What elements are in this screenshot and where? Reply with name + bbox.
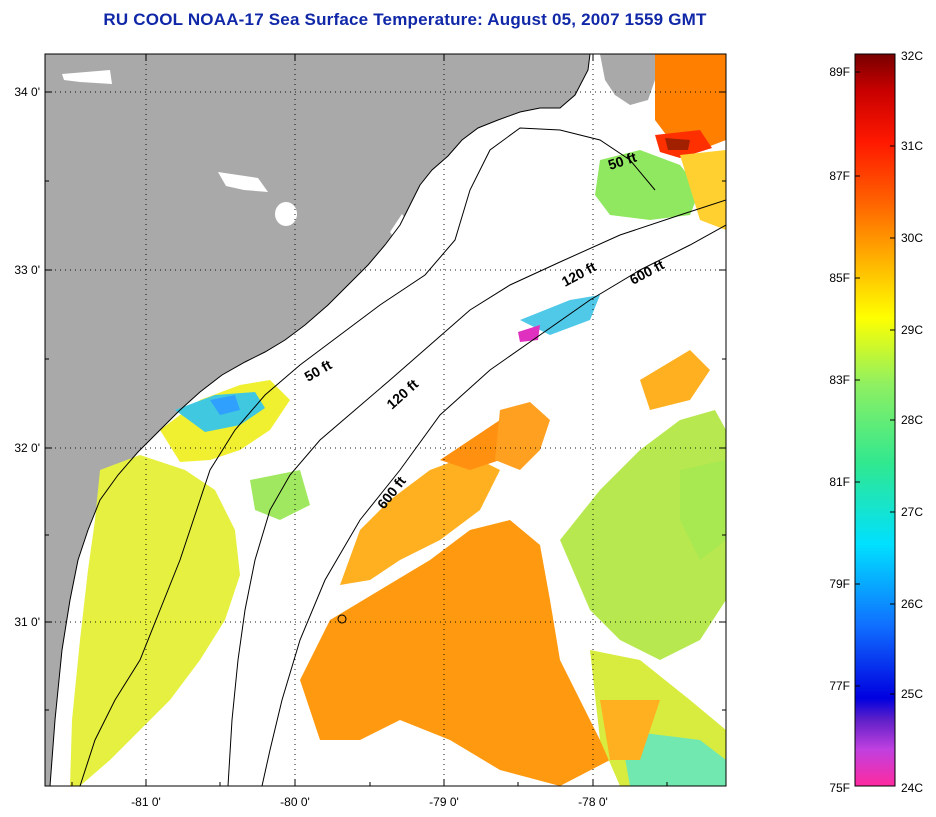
colorbar-f-75: 75F xyxy=(829,781,850,795)
lat-label-33: 33 0' xyxy=(14,263,40,277)
colorbar-ticks xyxy=(855,71,895,695)
contour-120ft-line xyxy=(227,199,726,786)
colorbar-c-32: 32C xyxy=(901,49,923,63)
colorbar-f-85: 85F xyxy=(829,271,850,285)
page-title: RU COOL NOAA-17 Sea Surface Temperature:… xyxy=(103,10,707,29)
graticule xyxy=(45,54,726,786)
coastline xyxy=(49,54,591,786)
lon-label-79: -79 0' xyxy=(429,795,459,809)
lon-label-78: -78 0' xyxy=(578,795,608,809)
colorbar-f-87: 87F xyxy=(829,169,850,183)
land-mass-north xyxy=(600,54,655,105)
colorbar-c-26: 26C xyxy=(901,597,923,611)
contour-600ft-line xyxy=(261,224,726,786)
colorbar-c-31: 31C xyxy=(901,139,923,153)
colorbar-f-77: 77F xyxy=(829,679,850,693)
plot-frame xyxy=(44,53,727,787)
colorbar-f-79: 79F xyxy=(829,577,850,591)
colorbar-c-28: 28C xyxy=(901,413,923,427)
colorbar-c-30: 30C xyxy=(901,231,923,245)
lon-label-80: -80 0' xyxy=(280,795,310,809)
ticks xyxy=(45,54,726,786)
contour-50ft-line xyxy=(79,127,656,786)
lat-label-34: 34 0' xyxy=(14,85,40,99)
inland-lakes xyxy=(62,70,412,244)
colorbar-c-29: 29C xyxy=(901,323,923,337)
colorbar xyxy=(854,53,896,787)
colorbar-f-81: 81F xyxy=(829,475,850,489)
colorbar-c-24: 24C xyxy=(901,781,923,795)
land-mass xyxy=(45,54,590,786)
lat-label-31: 31 0' xyxy=(14,615,40,629)
colorbar-f-83: 83F xyxy=(829,373,850,387)
colorbar-c-27: 27C xyxy=(901,505,923,519)
colorbar-f-89: 89F xyxy=(829,65,850,79)
sst-data-patches xyxy=(70,54,726,786)
lon-label-81: -81 0' xyxy=(131,795,161,809)
plot-area: 50 ft 50 ft 120 ft 120 ft 600 ft 600 ft xyxy=(45,54,726,786)
colorbar-c-25: 25C xyxy=(901,687,923,701)
buoy-marker xyxy=(337,614,347,624)
lat-label-32: 32 0' xyxy=(14,441,40,455)
